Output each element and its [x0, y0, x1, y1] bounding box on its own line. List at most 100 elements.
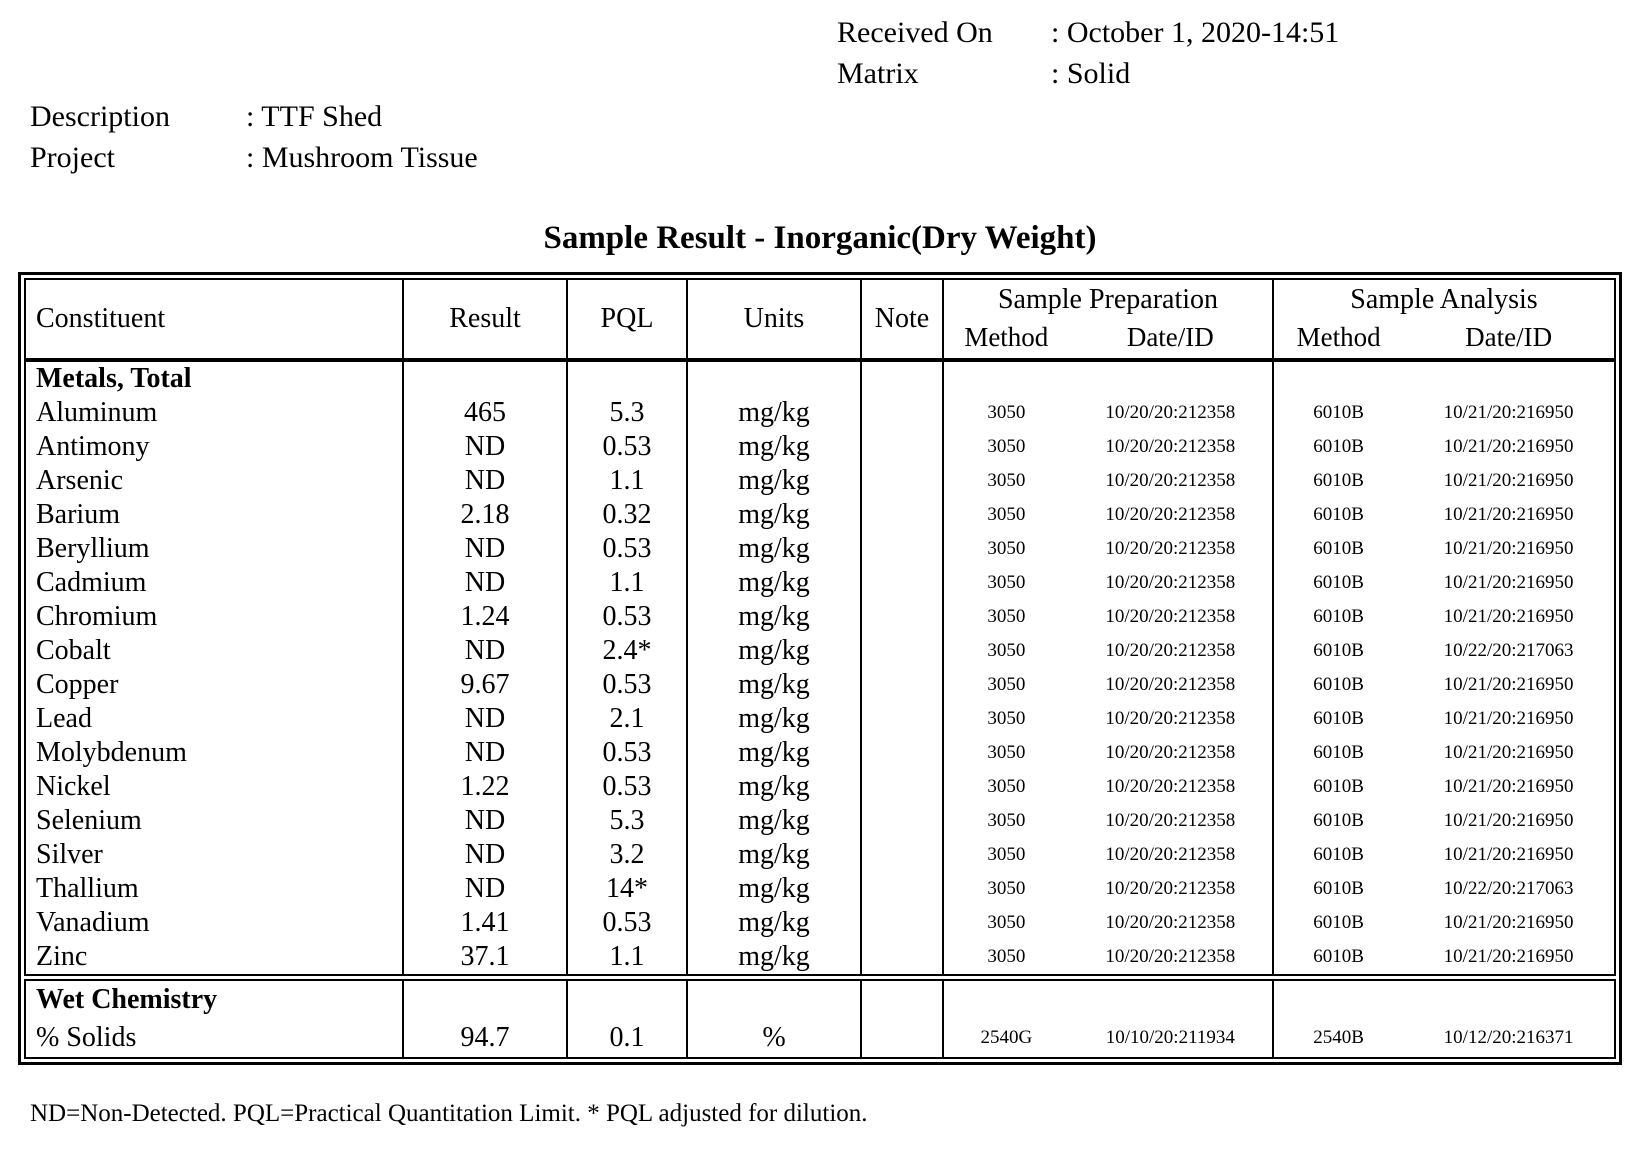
prep-method: 3050 — [987, 504, 1026, 525]
footnote: ND=Non-Detected. PQL=Practical Quantitat… — [30, 1100, 868, 1127]
analysis-method: 6010B — [1313, 402, 1364, 423]
section-table: Metals, Total Aluminum 465 5.3 mg/kg 3050 10/2… — [24, 360, 1616, 976]
result-cell: ND — [402, 532, 567, 566]
analysis-pair: 6010B 10/21/20:216950 — [1275, 538, 1614, 560]
table-row: Barium 2.18 0.32 mg/kg 3050 10/20/20:212358 60… — [25, 498, 1615, 532]
analysis-method: 2540B — [1313, 1027, 1364, 1048]
sample-analysis-subheaders: Method Date/ID — [1275, 318, 1614, 356]
prep-date-id: 10/20/20:212358 — [1105, 946, 1236, 967]
units-cell: mg/kg — [686, 736, 861, 770]
constituent-cell: Zinc — [36, 941, 88, 972]
analysis-pair: 6010B 10/21/20:216950 — [1275, 572, 1614, 594]
prep-pair: 3050 10/20/20:212358 — [945, 572, 1272, 594]
note-cell — [860, 430, 943, 464]
analysis-method: 6010B — [1313, 708, 1364, 729]
results-table-header: Constituent Result PQL Units Note Sample… — [24, 278, 1616, 360]
analysis-pair: 6010B 10/22/20:217063 — [1275, 878, 1614, 900]
result-cell: 465 — [402, 396, 567, 430]
units-cell: mg/kg — [686, 906, 861, 940]
units-cell: mg/kg — [686, 872, 861, 906]
prep-date-id: 10/20/20:212358 — [1105, 436, 1236, 457]
constituent-cell: Silver — [36, 839, 103, 870]
constituent-cell: Arsenic — [36, 465, 124, 496]
matrix-label: Matrix — [837, 57, 919, 90]
units-cell: mg/kg — [686, 838, 861, 872]
empty-cell — [942, 361, 1273, 396]
constituent-cell: Beryllium — [36, 533, 150, 564]
result-cell: ND — [402, 430, 567, 464]
prep-cell: 3050 10/20/20:212358 — [942, 702, 1273, 736]
prep-date-id: 10/20/20:212358 — [1105, 912, 1236, 933]
prep-pair: 2540G 10/10/20:211934 — [945, 1027, 1272, 1049]
note-cell — [860, 566, 943, 600]
prep-date-id: 10/20/20:212358 — [1105, 538, 1236, 559]
prep-cell: 3050 10/20/20:212358 — [942, 532, 1273, 566]
prep-method: 3050 — [987, 572, 1026, 593]
prep-method: 3050 — [987, 810, 1026, 831]
analysis-method: 6010B — [1313, 606, 1364, 627]
analysis-cell: 6010B 10/21/20:216950 — [1272, 838, 1615, 872]
note-cell — [860, 804, 943, 838]
project-row: Project : Mushroom Tissue — [30, 137, 478, 178]
analysis-method: 6010B — [1313, 504, 1364, 525]
pql-cell: 3.2 — [566, 838, 687, 872]
analysis-pair: 6010B 10/21/20:216950 — [1275, 776, 1614, 798]
analysis-pair: 6010B 10/21/20:216950 — [1275, 742, 1614, 764]
analysis-date-id: 10/21/20:216950 — [1443, 606, 1574, 627]
prep-cell: 3050 10/20/20:212358 — [942, 600, 1273, 634]
analysis-method-label: Method — [1296, 322, 1381, 352]
analysis-cell: 6010B 10/21/20:216950 — [1272, 464, 1615, 498]
constituent-cell: Copper — [36, 669, 119, 700]
empty-cell — [686, 361, 861, 396]
prep-date-id: 10/20/20:212358 — [1105, 742, 1236, 763]
constituent-cell: Cadmium — [36, 567, 147, 598]
empty-cell — [860, 980, 943, 1019]
analysis-method: 6010B — [1313, 810, 1364, 831]
empty-cell — [566, 361, 687, 396]
analysis-cell: 6010B 10/21/20:216950 — [1272, 498, 1615, 532]
prep-cell: 3050 10/20/20:212358 — [942, 770, 1273, 804]
analysis-method: 6010B — [1313, 912, 1364, 933]
analysis-pair: 6010B 10/21/20:216950 — [1275, 844, 1614, 866]
note-cell — [860, 940, 943, 975]
pql-cell: 1.1 — [566, 566, 687, 600]
note-cell — [860, 872, 943, 906]
prep-method: 3050 — [987, 470, 1026, 491]
prep-method: 3050 — [987, 674, 1026, 695]
pql-cell: 1.1 — [566, 940, 687, 975]
prep-date-id: 10/20/20:212358 — [1105, 674, 1236, 695]
result-cell: 1.41 — [402, 906, 567, 940]
units-cell: mg/kg — [686, 566, 861, 600]
received-on-label: Received On — [837, 16, 993, 49]
prep-pair: 3050 10/20/20:212358 — [945, 912, 1272, 934]
prep-date-id: 10/20/20:212358 — [1105, 470, 1236, 491]
analysis-pair: 6010B 10/21/20:216950 — [1275, 946, 1614, 968]
note-cell — [860, 532, 943, 566]
prep-pair: 3050 10/20/20:212358 — [945, 538, 1272, 560]
page-title: Sample Result - Inorganic(Dry Weight) — [543, 220, 1097, 256]
analysis-cell: 6010B 10/21/20:216950 — [1272, 600, 1615, 634]
prep-pair: 3050 10/20/20:212358 — [945, 504, 1272, 526]
result-cell: ND — [402, 634, 567, 668]
analysis-cell: 2540B 10/12/20:216371 — [1272, 1019, 1615, 1058]
sample-preparation-subheaders: Method Date/ID — [945, 318, 1272, 356]
header-row: Constituent Result PQL Units Note Sample… — [25, 279, 1615, 359]
analysis-method: 6010B — [1313, 674, 1364, 695]
analysis-pair: 6010B 10/21/20:216950 — [1275, 470, 1614, 492]
col-header-constituent: Constituent — [36, 303, 166, 334]
prep-pair: 3050 10/20/20:212358 — [945, 946, 1272, 968]
prep-method: 3050 — [987, 742, 1026, 763]
constituent-cell: Nickel — [36, 771, 111, 802]
prep-pair: 3050 10/20/20:212358 — [945, 640, 1272, 662]
pql-cell: 1.1 — [566, 464, 687, 498]
analysis-method: 6010B — [1313, 572, 1364, 593]
prep-pair: 3050 10/20/20:212358 — [945, 606, 1272, 628]
empty-cell — [402, 980, 567, 1019]
prep-method: 3050 — [987, 606, 1026, 627]
matrix-row: Matrix : Solid — [837, 53, 1339, 94]
analysis-method: 6010B — [1313, 844, 1364, 865]
analysis-date-id: 10/21/20:216950 — [1443, 946, 1574, 967]
table-row: Cobalt ND 2.4* mg/kg 3050 10/20/20:212358 6010… — [25, 634, 1615, 668]
prep-method: 3050 — [987, 844, 1026, 865]
analysis-date-id: 10/21/20:216950 — [1443, 436, 1574, 457]
